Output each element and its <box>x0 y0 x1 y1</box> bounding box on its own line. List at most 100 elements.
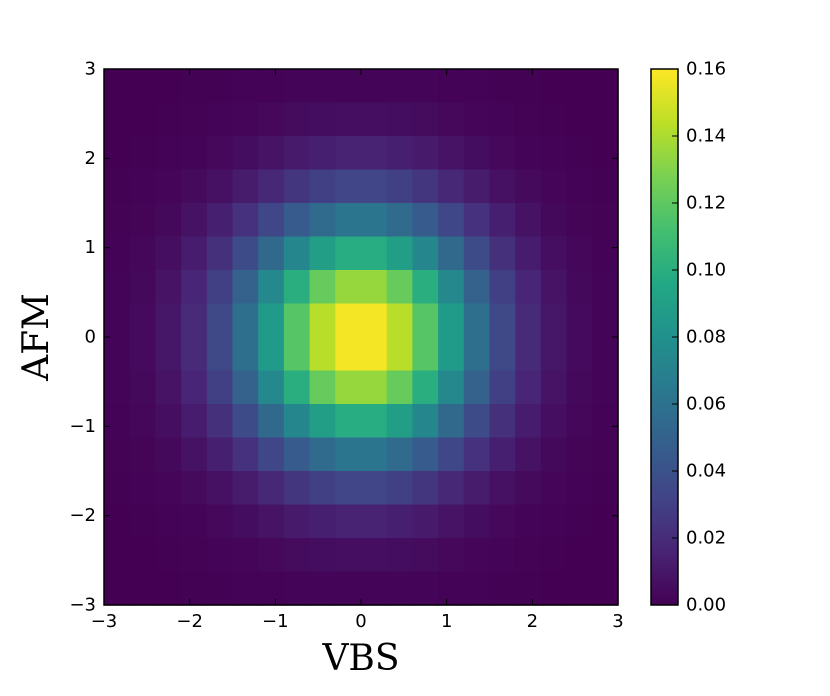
heatmap-cell <box>412 169 439 204</box>
heatmap-cell <box>438 471 465 506</box>
heatmap-cell <box>566 270 593 305</box>
heatmap-cell <box>155 337 182 372</box>
heatmap-cell <box>335 169 362 204</box>
heatmap-cell <box>283 236 311 271</box>
heatmap-cell <box>258 504 285 539</box>
heatmap-cell <box>515 102 542 137</box>
heatmap-cell <box>129 404 156 439</box>
y-tick-label: 2 <box>85 148 96 169</box>
heatmap-cell <box>309 504 336 539</box>
heatmap-cell <box>129 571 156 606</box>
heatmap-cell <box>258 437 285 472</box>
heatmap-cell <box>129 303 156 338</box>
heatmap-cell <box>258 169 285 204</box>
heatmap-cell <box>412 303 439 338</box>
heatmap-cell <box>309 102 336 137</box>
heatmap-cell <box>309 136 336 171</box>
heatmap-cell <box>540 404 568 439</box>
heatmap-cell <box>386 136 413 171</box>
y-tick-label: 1 <box>85 237 96 258</box>
heatmap-cell <box>592 136 619 171</box>
heatmap-cell <box>386 236 413 271</box>
heatmap-cell <box>309 404 336 439</box>
heatmap-cell <box>386 370 413 405</box>
heatmap-cell <box>155 437 182 472</box>
heatmap-cell <box>104 203 131 238</box>
y-tick-label: 0 <box>85 327 96 348</box>
heatmap-cell <box>438 437 465 472</box>
heatmap-cell <box>181 437 208 472</box>
heatmap-cell <box>155 69 182 104</box>
heatmap-cell <box>104 538 131 573</box>
heatmap-cell <box>540 270 568 305</box>
heatmap-cell <box>489 504 516 539</box>
heatmap-cell <box>489 236 516 271</box>
heatmap-cell <box>258 69 285 104</box>
colorbar-tick-label: 0.10 <box>686 260 726 281</box>
heatmap-cell <box>386 504 413 539</box>
heatmap-cell <box>129 203 156 238</box>
heatmap-cell <box>592 504 619 539</box>
heatmap-cell <box>258 303 285 338</box>
heatmap-cell <box>540 102 568 137</box>
heatmap-cell <box>104 69 131 104</box>
heatmap-cell <box>592 437 619 472</box>
heatmap-cell <box>438 370 465 405</box>
heatmap-cell <box>283 538 311 573</box>
heatmap-cell <box>489 337 516 372</box>
heatmap-cell <box>412 437 439 472</box>
heatmap-cell <box>361 169 388 204</box>
heatmap-cell <box>489 437 516 472</box>
heatmap-cell <box>104 337 131 372</box>
heatmap-cell <box>283 504 311 539</box>
heatmap-cell <box>592 102 619 137</box>
heatmap-cell <box>386 169 413 204</box>
heatmap-cell <box>335 471 362 506</box>
heatmap-cell <box>104 471 131 506</box>
heatmap-cell <box>155 370 182 405</box>
heatmap-cell <box>232 437 259 472</box>
heatmap-cell <box>592 270 619 305</box>
heatmap-cell <box>515 571 542 606</box>
heatmap-cell <box>438 504 465 539</box>
heatmap-cell <box>283 169 311 204</box>
heatmap-cell <box>283 102 311 137</box>
heatmap-cell <box>515 337 542 372</box>
heatmap-cell <box>129 236 156 271</box>
heatmap-cell <box>129 504 156 539</box>
heatmap-cell <box>309 270 336 305</box>
heatmap-cell <box>463 270 491 305</box>
heatmap-cell <box>155 236 182 271</box>
heatmap-cell <box>412 404 439 439</box>
heatmap-cell <box>283 437 311 472</box>
heatmap-cell <box>540 69 568 104</box>
heatmap-cell <box>540 169 568 204</box>
heatmap-cell <box>283 471 311 506</box>
heatmap-cell <box>335 303 362 338</box>
heatmap-cell <box>181 471 208 506</box>
heatmap-cell <box>335 270 362 305</box>
heatmap-cell <box>463 136 491 171</box>
heatmap-cell <box>335 203 362 238</box>
heatmap-cell <box>540 303 568 338</box>
heatmap-cell <box>566 69 593 104</box>
heatmap-cell <box>592 203 619 238</box>
heatmap-cell <box>104 404 131 439</box>
heatmap-cell <box>335 571 362 606</box>
heatmap-cell <box>361 303 388 338</box>
heatmap-cell <box>438 303 465 338</box>
heatmap-cell <box>515 370 542 405</box>
heatmap-cell <box>386 571 413 606</box>
heatmap-cell <box>566 571 593 606</box>
heatmap-cell <box>438 102 465 137</box>
heatmap-cell <box>412 370 439 405</box>
heatmap-cell <box>181 370 208 405</box>
heatmap-cell <box>181 203 208 238</box>
heatmap-cell <box>386 303 413 338</box>
heatmap-cell <box>412 337 439 372</box>
heatmap-cell <box>566 169 593 204</box>
heatmap-cell <box>232 303 259 338</box>
heatmap-cell <box>335 538 362 573</box>
heatmap-cell <box>181 337 208 372</box>
heatmap-cell <box>206 203 234 238</box>
